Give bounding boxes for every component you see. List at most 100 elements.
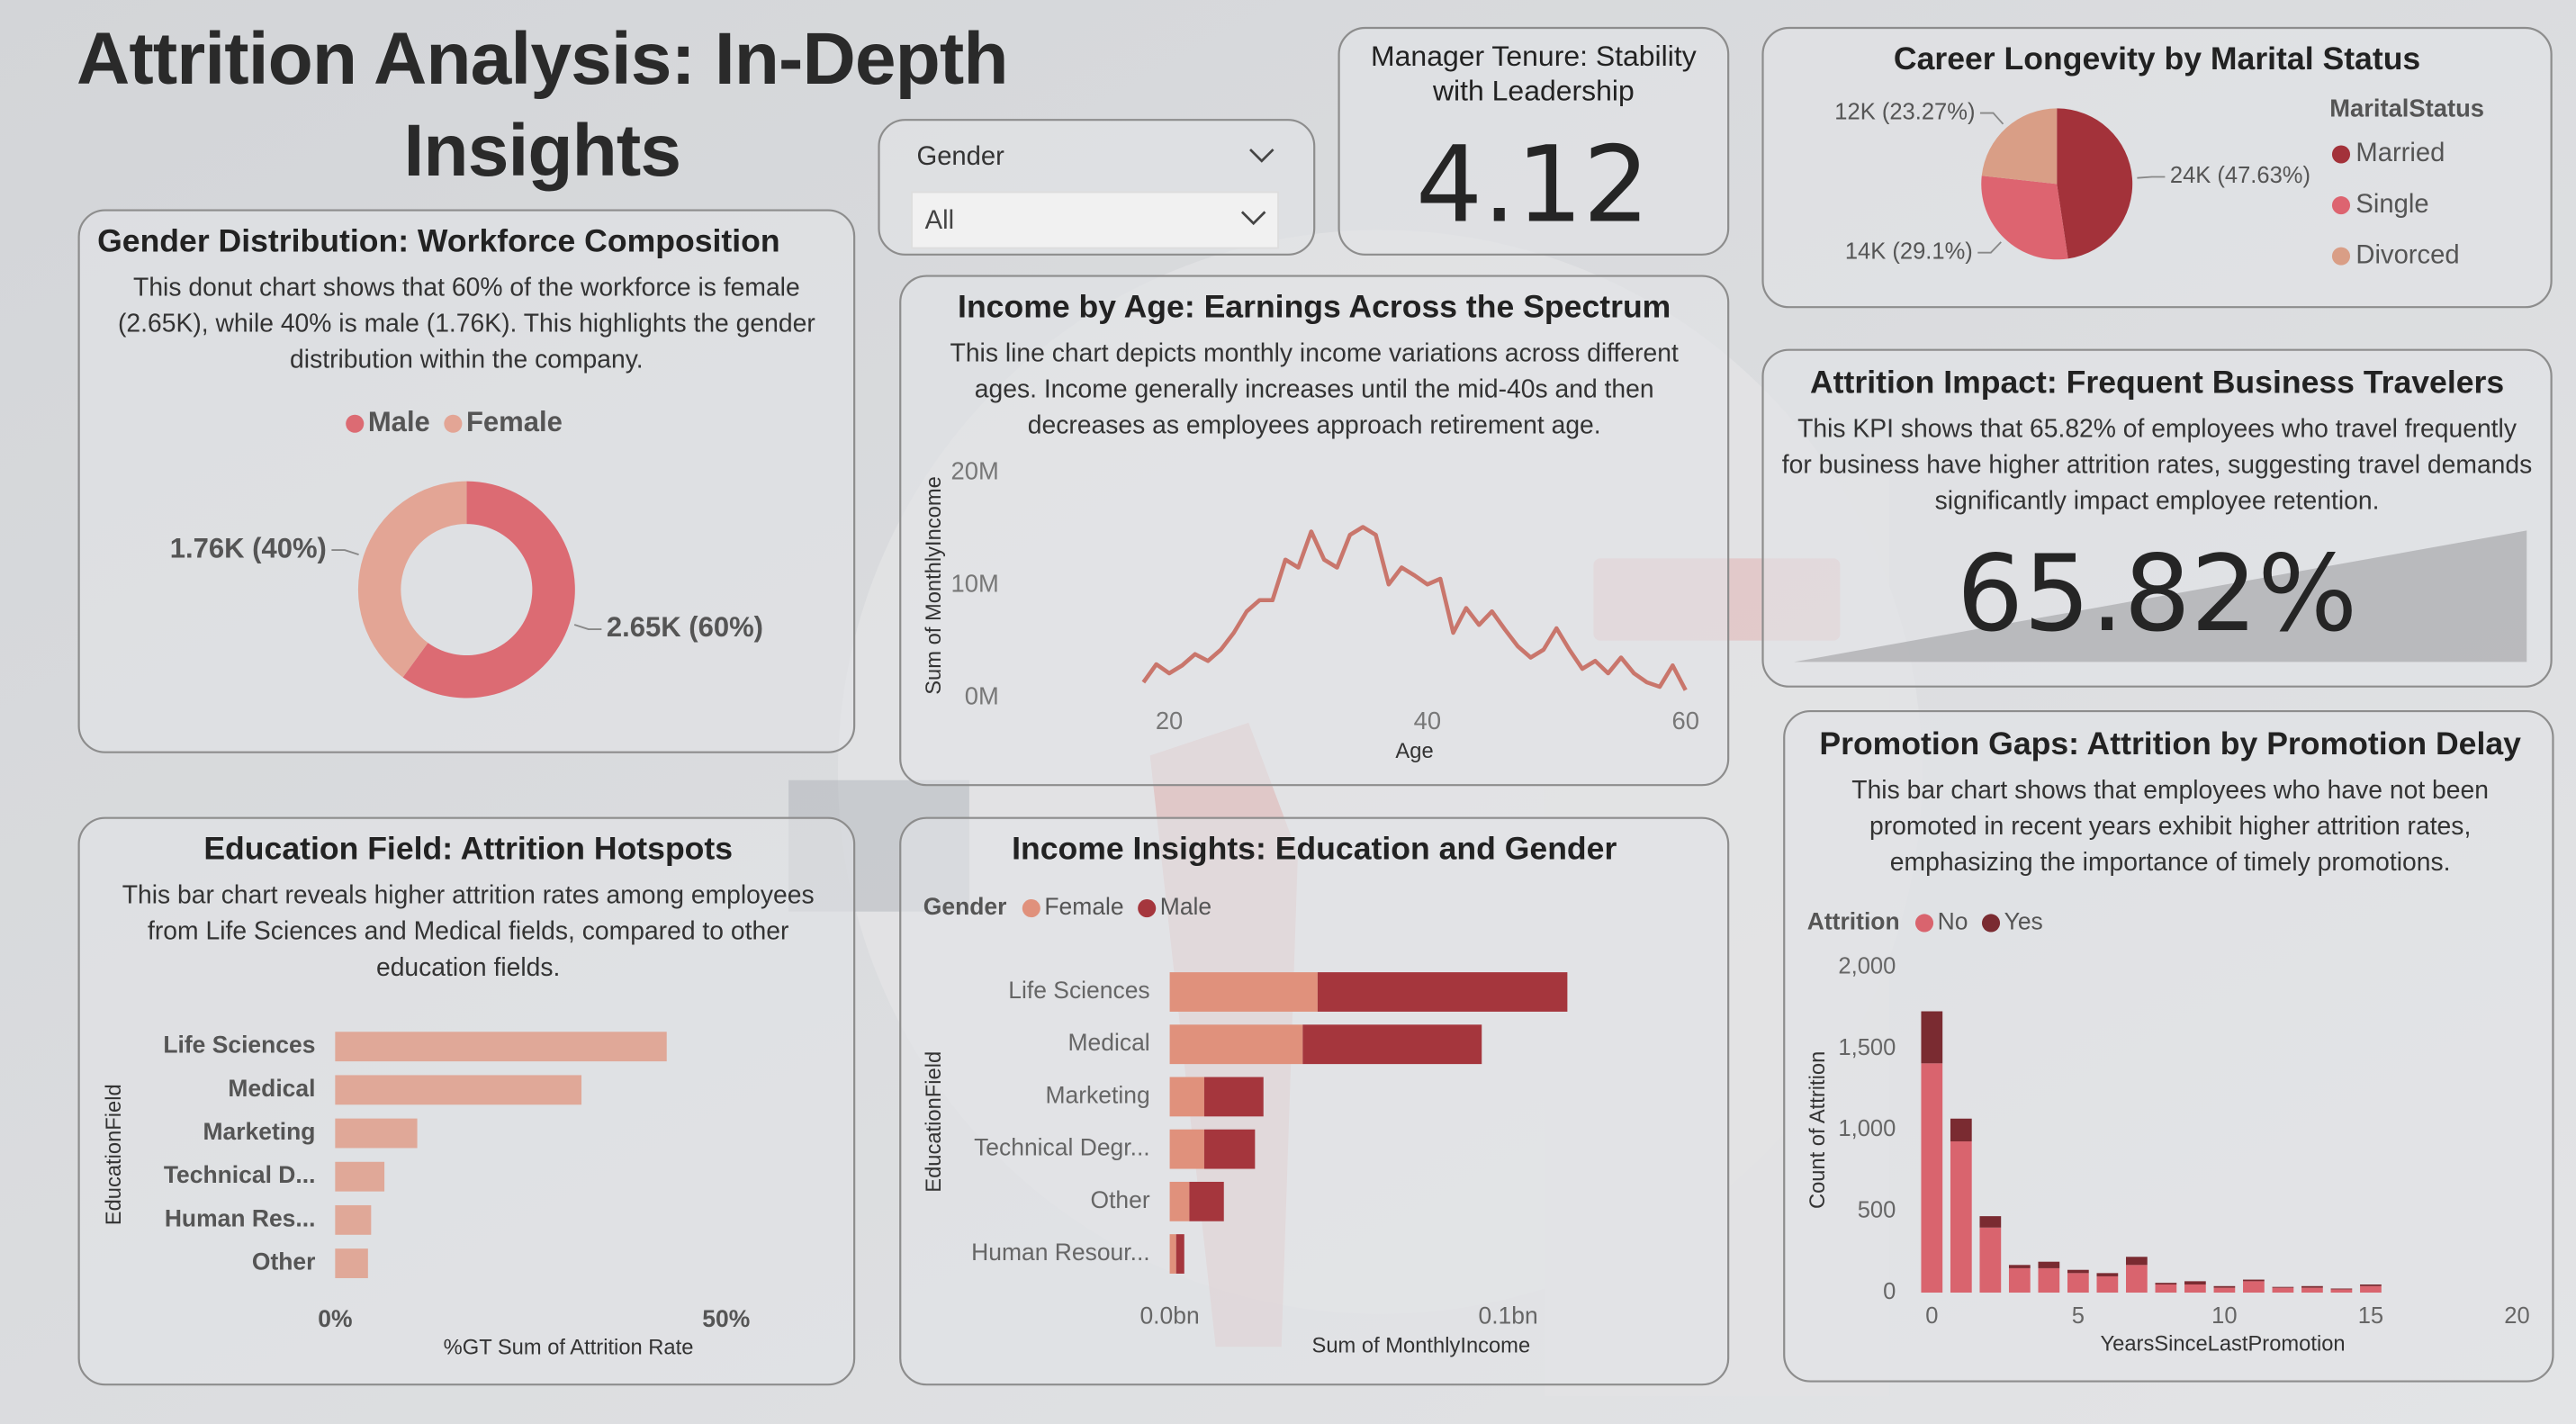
- legend-marker: [1981, 914, 2001, 933]
- bar: [335, 1032, 667, 1062]
- chart-description-box: This donut chart shows that 60% of the w…: [118, 275, 815, 374]
- legend-label: Male: [1160, 893, 1211, 920]
- data-label: 14K (29.1%): [1845, 239, 1973, 264]
- page-title-box: Attrition Analysis: In-Depth Insights: [77, 16, 1009, 193]
- legend-marker: [2331, 247, 2351, 266]
- chart-title: Income Insights: Education and Gender: [1012, 831, 1617, 867]
- x-axis-title: YearsSinceLastPromotion: [2101, 1333, 2346, 1356]
- bar-segment: [1169, 1181, 1190, 1221]
- y-tick-label: 0: [1883, 1279, 1896, 1304]
- bar: [335, 1204, 372, 1235]
- x-tick-label: 50%: [702, 1305, 750, 1332]
- bar-segment: [2184, 1281, 2206, 1284]
- chart-title: Education Field: Attrition Hotspots: [203, 831, 733, 867]
- chevron: [1249, 149, 1274, 163]
- bar-segment: [1921, 1011, 1943, 1064]
- chart-title: Career Longevity by Marital Status: [1894, 41, 2420, 77]
- bar-segment: [1175, 1234, 1184, 1274]
- y-axis-title: EducationField: [103, 1084, 126, 1225]
- pie-slice: [1981, 108, 2058, 185]
- panel: [899, 275, 1730, 787]
- y-tick-label: Human Resour...: [971, 1239, 1150, 1266]
- kpi-description: This KPI shows that 65.82% of employees …: [1781, 415, 2533, 516]
- y-tick-label: Marketing: [1046, 1081, 1150, 1108]
- y-tick-label: Medical: [1068, 1029, 1150, 1056]
- bar-segment: [2360, 1284, 2382, 1286]
- pie-slice: [357, 481, 467, 678]
- slicer-value[interactable]: All: [925, 206, 954, 235]
- bar-segment: [1302, 1024, 1482, 1065]
- chart-description: This bar chart shows that employees who …: [1851, 777, 2490, 878]
- y-tick-label: 2,000: [1838, 953, 1896, 978]
- panel: [1783, 709, 2554, 1383]
- kpi-value: 65.82%: [1957, 533, 2357, 655]
- bar-segment: [2096, 1273, 2119, 1276]
- legend-marker: [2331, 196, 2351, 215]
- y-axis-title: Count of Attrition: [1806, 1051, 1830, 1209]
- bar-segment: [2243, 1281, 2265, 1293]
- bar-segment: [1317, 972, 1568, 1012]
- chart-description: This bar chart reveals higher attrition …: [122, 881, 815, 983]
- bar-segment: [1979, 1227, 2002, 1293]
- data-label: 2.65K (60%): [607, 611, 763, 643]
- legend-marker: [444, 414, 463, 433]
- y-tick-label: 500: [1858, 1197, 1896, 1222]
- chart-description-box: This bar chart shows that employees who …: [1851, 777, 2490, 878]
- bar-segment: [1169, 1234, 1176, 1274]
- data-label: 24K (47.63%): [2170, 163, 2310, 188]
- x-tick-label: 0.1bn: [1478, 1302, 1537, 1329]
- x-tick-label: 20: [2504, 1303, 2529, 1329]
- legend-title: Attrition: [1807, 907, 1900, 934]
- legend-marker: [1022, 899, 1040, 918]
- leader-line: [1979, 112, 2004, 125]
- bar-segment: [2038, 1261, 2060, 1268]
- bar-segment: [2301, 1285, 2323, 1288]
- pie-slice: [1981, 176, 2068, 260]
- leader-line: [1977, 241, 2002, 254]
- bar-segment: [2330, 1289, 2353, 1293]
- x-axis-title: Sum of MonthlyIncome: [1312, 1335, 1531, 1358]
- pie-slice: [402, 481, 575, 698]
- x-tick-label: 0: [1925, 1303, 1938, 1329]
- x-axis-title: Age: [1395, 740, 1433, 763]
- legend-label: Yes: [2004, 907, 2043, 934]
- x-tick-label: 60: [1671, 707, 1698, 735]
- bar-segment: [1169, 1024, 1303, 1065]
- pie-slice: [2057, 108, 2133, 259]
- legend-label: Divorced: [2355, 240, 2459, 269]
- y-tick-label: 0M: [965, 682, 999, 710]
- x-tick-label: 0.0bn: [1139, 1302, 1199, 1329]
- y-tick-label: 1,500: [1838, 1035, 1896, 1060]
- kpi-value: 4.12: [1416, 124, 1650, 247]
- bar-segment: [2067, 1269, 2089, 1274]
- y-tick-label: 10M: [951, 570, 999, 598]
- leader-line: [2137, 176, 2166, 179]
- y-tick-label: Other: [1090, 1186, 1149, 1213]
- slicer-dropdown[interactable]: [911, 191, 1279, 249]
- y-tick-label: 20M: [951, 457, 999, 485]
- kpi-title: Manager Tenure: Stability with Leadershi…: [1371, 39, 1697, 107]
- chart-description: This line chart depicts monthly income v…: [950, 339, 1679, 441]
- y-axis-title: Sum of MonthlyIncome: [923, 476, 946, 695]
- bar-segment: [2067, 1273, 2089, 1293]
- bar-segment: [1169, 1129, 1204, 1169]
- bar-segment: [2155, 1283, 2177, 1284]
- x-tick-label: 0%: [318, 1305, 352, 1332]
- bar-segment: [2155, 1284, 2177, 1293]
- panel: [899, 816, 1730, 1386]
- bar-segment: [2096, 1275, 2119, 1293]
- y-tick-label: Medical: [228, 1075, 315, 1102]
- legend-label: Married: [2355, 139, 2445, 167]
- bar-segment: [1950, 1118, 1972, 1142]
- bar-segment: [2184, 1284, 2206, 1293]
- page-title: Attrition Analysis: In-Depth Insights: [77, 16, 1009, 193]
- bar-segment: [2126, 1265, 2148, 1293]
- bar-segment: [2272, 1287, 2294, 1293]
- bar-segment: [1169, 972, 1318, 1012]
- leader-line: [573, 624, 602, 630]
- bar-segment: [2008, 1267, 2031, 1293]
- bar-segment: [1169, 1077, 1204, 1117]
- slicer-label: Gender: [916, 142, 1004, 171]
- y-tick-label: 1,000: [1838, 1116, 1896, 1141]
